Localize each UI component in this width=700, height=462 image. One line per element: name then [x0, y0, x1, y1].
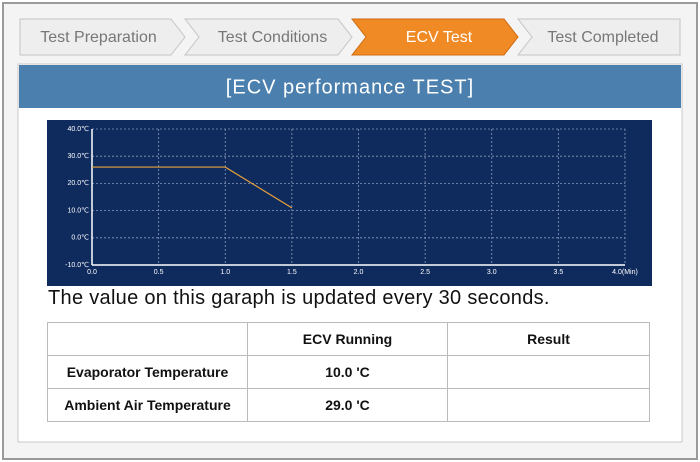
header-cell: Result [447, 322, 650, 356]
x-tick-label: 1.0 [220, 269, 230, 276]
y-tick-label: 40.0℃ [68, 126, 90, 133]
result-table: ECV Running Result Evaporator Temperatur… [47, 322, 650, 422]
x-tick-label: 0.5 [154, 269, 164, 276]
y-tick-label: -10.0℃ [65, 262, 89, 269]
step [183, 18, 353, 56]
step [19, 18, 186, 56]
x-tick-label: 0.0 [87, 269, 97, 276]
step [350, 18, 519, 56]
panel-header [19, 65, 681, 108]
data-line [92, 166, 293, 209]
y-tick-label: 10.0℃ [68, 207, 90, 214]
x-tick-label: 3.5 [554, 269, 564, 276]
step [516, 18, 681, 56]
row-label: Ambient Air Temperature [47, 388, 248, 422]
panel-title: [ECV performance TEST] [226, 76, 474, 98]
y-tick-label: 30.0℃ [68, 153, 90, 160]
chart-background [47, 120, 652, 286]
x-tick-label: 3.0 [487, 269, 497, 276]
cell [447, 355, 650, 389]
y-tick-label: 20.0℃ [68, 180, 90, 187]
header-cell: ECV Running [247, 322, 448, 356]
x-tick-label: 2.0 [354, 269, 364, 276]
update-note: The value on this garaph is updated ever… [48, 287, 550, 309]
step-label: ECV Test [406, 29, 473, 46]
header-cell [47, 322, 248, 356]
cell [447, 388, 650, 422]
table-row: Ambient Air Temperature 29.0 'C [47, 388, 650, 422]
cell: 10.0 'C [247, 355, 448, 389]
cell: 29.0 'C [247, 388, 448, 422]
x-tick-label: 2.5 [420, 269, 430, 276]
y-tick-label: 0.0℃ [71, 235, 89, 242]
row-label: Evaporator Temperature [47, 355, 248, 389]
x-tick-label: 1.5 [287, 269, 297, 276]
x-tick-label: 4.0(Min) [612, 269, 638, 276]
table-row: Evaporator Temperature 10.0 'C [47, 355, 650, 389]
step-label: Test Preparation [40, 29, 157, 46]
step-label: Test Completed [547, 29, 658, 46]
header-row: ECV Running Result [47, 322, 650, 356]
step-label: Test Conditions [218, 29, 327, 46]
